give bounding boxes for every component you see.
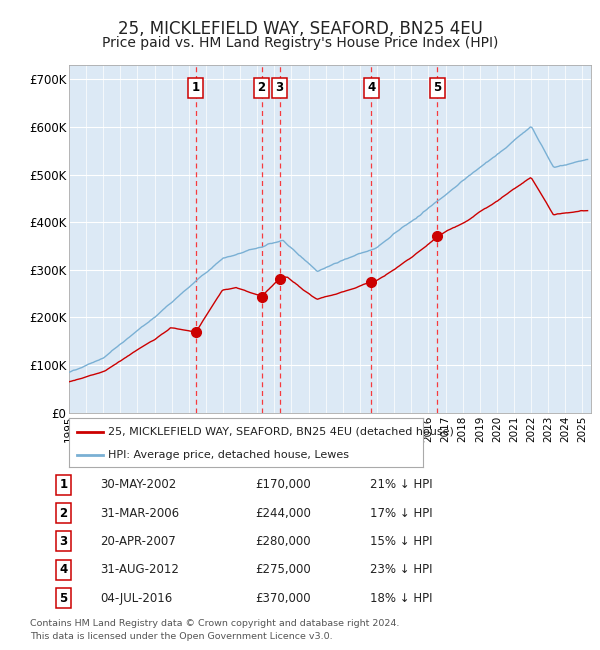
Text: £244,000: £244,000 <box>256 506 311 519</box>
Text: 3: 3 <box>275 81 284 94</box>
Text: 23% ↓ HPI: 23% ↓ HPI <box>370 564 433 577</box>
Text: 1: 1 <box>59 478 67 491</box>
Text: £275,000: £275,000 <box>256 564 311 577</box>
Text: 3: 3 <box>59 535 67 548</box>
Text: £280,000: £280,000 <box>256 535 311 548</box>
Text: 17% ↓ HPI: 17% ↓ HPI <box>370 506 433 519</box>
Text: 15% ↓ HPI: 15% ↓ HPI <box>370 535 433 548</box>
Text: 5: 5 <box>433 81 441 94</box>
Text: Contains HM Land Registry data © Crown copyright and database right 2024.: Contains HM Land Registry data © Crown c… <box>30 619 400 628</box>
Text: 20-APR-2007: 20-APR-2007 <box>100 535 176 548</box>
Text: 21% ↓ HPI: 21% ↓ HPI <box>370 478 433 491</box>
Text: 2: 2 <box>59 506 67 519</box>
Text: 30-MAY-2002: 30-MAY-2002 <box>100 478 176 491</box>
Text: 04-JUL-2016: 04-JUL-2016 <box>100 592 172 604</box>
Text: 25, MICKLEFIELD WAY, SEAFORD, BN25 4EU (detached house): 25, MICKLEFIELD WAY, SEAFORD, BN25 4EU (… <box>108 426 454 437</box>
Text: 18% ↓ HPI: 18% ↓ HPI <box>370 592 433 604</box>
Text: HPI: Average price, detached house, Lewes: HPI: Average price, detached house, Lewe… <box>108 450 349 460</box>
Text: Price paid vs. HM Land Registry's House Price Index (HPI): Price paid vs. HM Land Registry's House … <box>102 36 498 50</box>
Text: 2: 2 <box>257 81 266 94</box>
Text: This data is licensed under the Open Government Licence v3.0.: This data is licensed under the Open Gov… <box>30 632 332 641</box>
Text: 25, MICKLEFIELD WAY, SEAFORD, BN25 4EU: 25, MICKLEFIELD WAY, SEAFORD, BN25 4EU <box>118 20 482 38</box>
Text: 4: 4 <box>59 564 67 577</box>
Text: 31-MAR-2006: 31-MAR-2006 <box>100 506 179 519</box>
Text: 4: 4 <box>367 81 376 94</box>
Text: £170,000: £170,000 <box>256 478 311 491</box>
Text: £370,000: £370,000 <box>256 592 311 604</box>
Text: 31-AUG-2012: 31-AUG-2012 <box>100 564 179 577</box>
Text: 5: 5 <box>59 592 67 604</box>
Text: 1: 1 <box>192 81 200 94</box>
